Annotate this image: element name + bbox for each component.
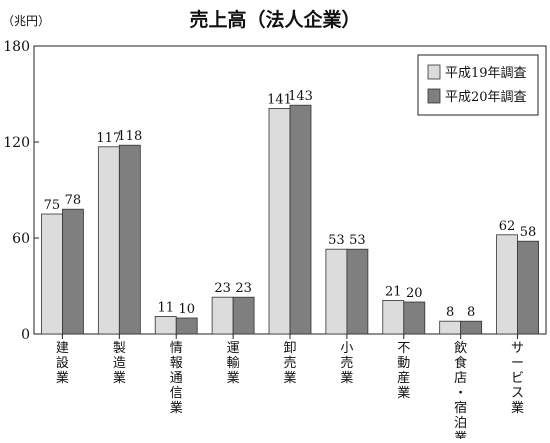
bar-6-series-1 (403, 301, 426, 335)
bar-0-series-0 (41, 213, 63, 335)
bar-value-label-0-0: 75 (44, 198, 61, 213)
bar-0-series-1 (62, 208, 84, 335)
bar-value-label-7-0: 8 (446, 305, 454, 320)
bar-8-series-0 (496, 234, 518, 335)
bar-value-label-5-1: 53 (349, 233, 366, 248)
legend-label-1: 平成20年調査 (445, 90, 527, 105)
x-tick-label-4: 卸売業 (283, 340, 296, 386)
x-tick-label-6: 不動産業 (397, 341, 410, 401)
bar-4-series-1 (289, 104, 312, 335)
bar-4-series-0 (268, 108, 291, 335)
bar-value-label-5-0: 53 (328, 233, 345, 248)
bar-value-label-4-1: 143 (288, 89, 313, 104)
bar-value-label-8-1: 58 (520, 225, 537, 240)
bar-value-label-0-1: 78 (65, 193, 82, 208)
y-axis-unit-label: （兆円） (2, 14, 50, 28)
bar-value-label-3-1: 23 (235, 281, 252, 296)
chart-title: 売上高（法人企業） (189, 8, 360, 31)
y-tick-label-0: 0 (21, 327, 30, 343)
bar-2-series-1 (175, 317, 198, 335)
x-tick-label-3: 運輸業 (227, 341, 240, 386)
bar-6-series-0 (382, 299, 405, 335)
legend-swatch-1 (427, 88, 441, 104)
bar-value-label-2-1: 10 (178, 302, 195, 317)
x-tick-label-1: 製造業 (113, 341, 126, 386)
bar-7-series-0 (439, 320, 462, 335)
bar-5-series-1 (346, 248, 369, 335)
bar-value-label-1-0: 117 (96, 131, 121, 146)
bar-value-label-2-0: 11 (157, 300, 174, 315)
x-tick-label-8: サービス業 (511, 341, 524, 416)
x-tick-label-2: 情報通信業 (170, 341, 183, 416)
bar-3-series-1 (232, 296, 255, 335)
x-tick-label-5: 小売業 (340, 341, 353, 386)
x-tick-label-7: 飲食店・宿泊業 (454, 340, 467, 439)
legend-box (417, 54, 539, 116)
bar-value-label-1-1: 118 (117, 129, 142, 144)
bar-value-label-8-0: 62 (499, 219, 516, 234)
bar-7-series-1 (460, 320, 483, 335)
bar-2-series-0 (154, 315, 177, 335)
bar-value-label-7-1: 8 (467, 305, 475, 320)
legend-label-0: 平成19年調査 (445, 66, 527, 81)
bar-value-label-6-1: 20 (406, 286, 423, 301)
bar-1-series-1 (118, 144, 141, 335)
bar-3-series-0 (211, 296, 234, 335)
x-tick-label-0: 建設業 (56, 341, 69, 386)
y-tick-label-1: 60 (12, 231, 30, 247)
bar-value-label-3-0: 23 (214, 281, 231, 296)
bar-5-series-0 (325, 248, 348, 335)
bar-1-series-0 (97, 146, 120, 335)
bar-8-series-1 (517, 240, 539, 335)
bar-value-label-4-0: 141 (267, 92, 292, 107)
y-tick-label-3: 180 (3, 39, 30, 55)
y-tick-label-2: 120 (3, 135, 30, 151)
legend-swatch-0 (427, 64, 441, 80)
bar-value-label-6-0: 21 (385, 284, 402, 299)
